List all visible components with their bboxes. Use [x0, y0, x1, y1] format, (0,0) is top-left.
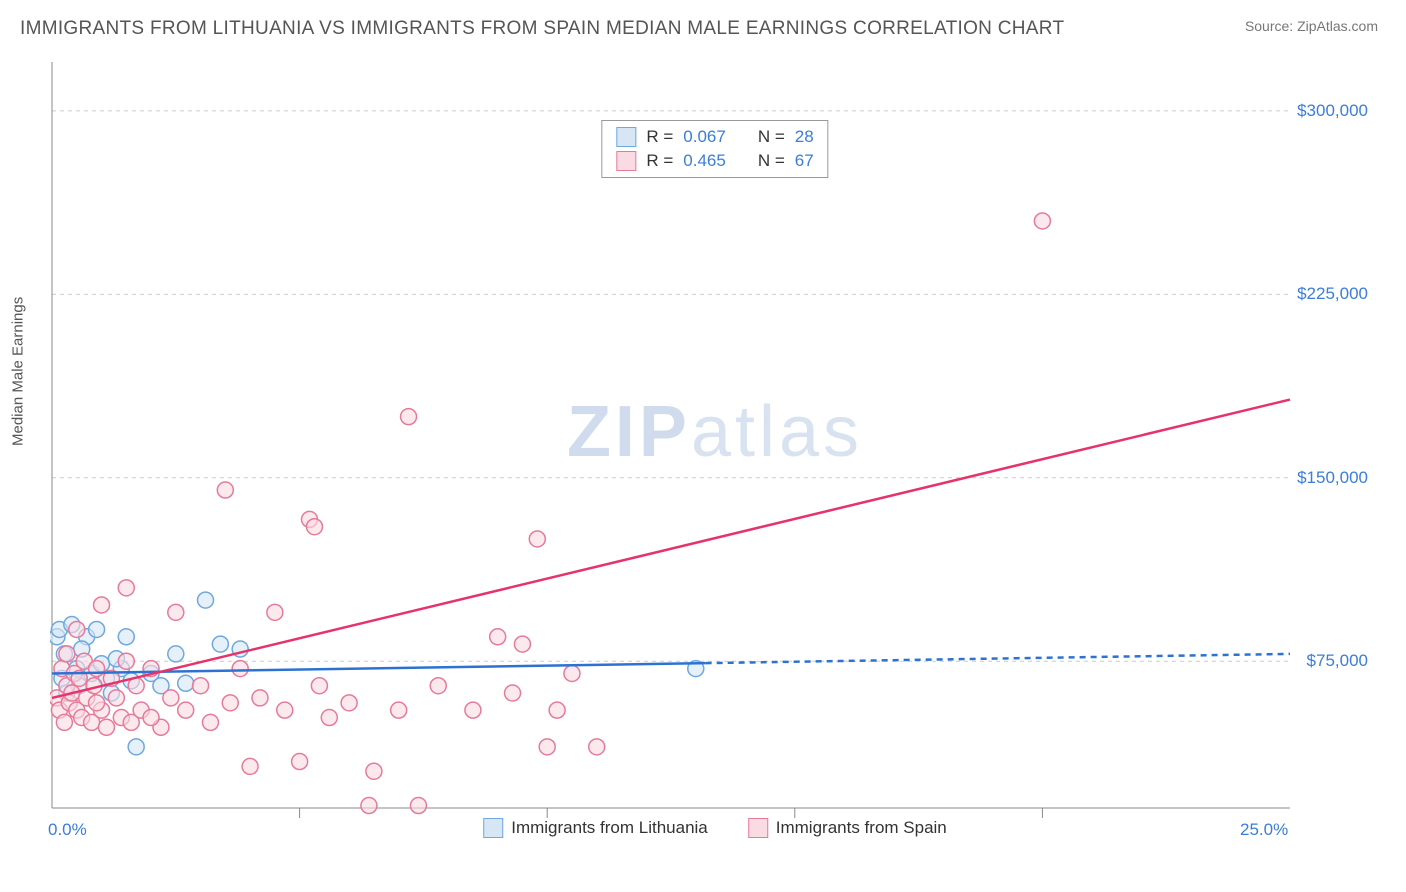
- data-point: [529, 531, 545, 547]
- chart-area: ZIPatlas R =0.067N =28R =0.465N =67 Immi…: [50, 58, 1380, 838]
- data-point: [366, 763, 382, 779]
- data-point: [212, 636, 228, 652]
- data-point: [59, 646, 75, 662]
- data-point: [128, 739, 144, 755]
- data-point: [564, 665, 580, 681]
- data-point: [163, 690, 179, 706]
- n-value: 67: [795, 151, 814, 171]
- chart-title: IMMIGRANTS FROM LITHUANIA VS IMMIGRANTS …: [20, 18, 1064, 40]
- data-point: [277, 702, 293, 718]
- data-point: [69, 621, 85, 637]
- data-point: [306, 519, 322, 535]
- y-tick-label: $75,000: [1307, 651, 1368, 671]
- source-prefix: Source:: [1245, 18, 1297, 34]
- r-value: 0.465: [683, 151, 726, 171]
- data-point: [361, 798, 377, 814]
- series-legend: Immigrants from Lithuania Immigrants from…: [483, 818, 947, 838]
- legend-swatch: [616, 127, 636, 147]
- data-point: [549, 702, 565, 718]
- y-tick-label: $150,000: [1297, 468, 1368, 488]
- data-point: [89, 661, 105, 677]
- legend-swatch: [483, 818, 503, 838]
- data-point: [252, 690, 268, 706]
- regression-line-extrapolated: [706, 654, 1290, 663]
- n-label: N =: [758, 151, 785, 171]
- data-point: [232, 661, 248, 677]
- source-name: ZipAtlas.com: [1297, 18, 1378, 34]
- data-point: [505, 685, 521, 701]
- data-point: [193, 678, 209, 694]
- data-point: [168, 604, 184, 620]
- data-point: [98, 719, 114, 735]
- chart-header: IMMIGRANTS FROM LITHUANIA VS IMMIGRANTS …: [0, 0, 1406, 40]
- regression-line: [52, 400, 1290, 698]
- data-point: [94, 597, 110, 613]
- data-point: [108, 690, 124, 706]
- data-point: [56, 714, 72, 730]
- r-label: R =: [646, 151, 673, 171]
- legend-label: Immigrants from Lithuania: [511, 818, 708, 838]
- data-point: [242, 758, 258, 774]
- data-point: [143, 710, 159, 726]
- data-point: [514, 636, 530, 652]
- data-point: [118, 580, 134, 596]
- data-point: [292, 754, 308, 770]
- data-point: [321, 710, 337, 726]
- x-tick-label: 25.0%: [1240, 820, 1288, 840]
- data-point: [198, 592, 214, 608]
- data-point: [430, 678, 446, 694]
- data-point: [178, 675, 194, 691]
- data-point: [178, 702, 194, 718]
- data-point: [391, 702, 407, 718]
- data-point: [490, 629, 506, 645]
- r-value: 0.067: [683, 127, 726, 147]
- n-value: 28: [795, 127, 814, 147]
- stats-legend-row: R = 0.465 N = 67: [602, 149, 827, 173]
- stats-legend-row: R = 0.067 N = 28: [602, 125, 827, 149]
- data-point: [168, 646, 184, 662]
- legend-swatch: [616, 151, 636, 171]
- y-tick-label: $300,000: [1297, 101, 1368, 121]
- legend-item: Immigrants from Spain: [748, 818, 947, 838]
- legend-label: Immigrants from Spain: [776, 818, 947, 838]
- y-axis-label: Median Male Earnings: [10, 297, 27, 446]
- data-point: [341, 695, 357, 711]
- data-point: [401, 409, 417, 425]
- data-point: [267, 604, 283, 620]
- data-point: [589, 739, 605, 755]
- data-point: [118, 629, 134, 645]
- data-point: [89, 621, 105, 637]
- data-point: [539, 739, 555, 755]
- data-point: [118, 653, 134, 669]
- data-point: [465, 702, 481, 718]
- data-point: [1034, 213, 1050, 229]
- correlation-stats-legend: R = 0.067 N = 28 R = 0.465 N = 67: [601, 120, 828, 178]
- x-tick-label: 0.0%: [48, 820, 87, 840]
- data-point: [311, 678, 327, 694]
- data-point: [222, 695, 238, 711]
- n-label: N =: [758, 127, 785, 147]
- data-point: [202, 714, 218, 730]
- data-point: [217, 482, 233, 498]
- r-label: R =: [646, 127, 673, 147]
- data-point: [89, 695, 105, 711]
- data-point: [410, 798, 426, 814]
- legend-item: Immigrants from Lithuania: [483, 818, 708, 838]
- legend-swatch: [748, 818, 768, 838]
- source-attribution: Source: ZipAtlas.com: [1245, 18, 1378, 34]
- y-tick-label: $225,000: [1297, 284, 1368, 304]
